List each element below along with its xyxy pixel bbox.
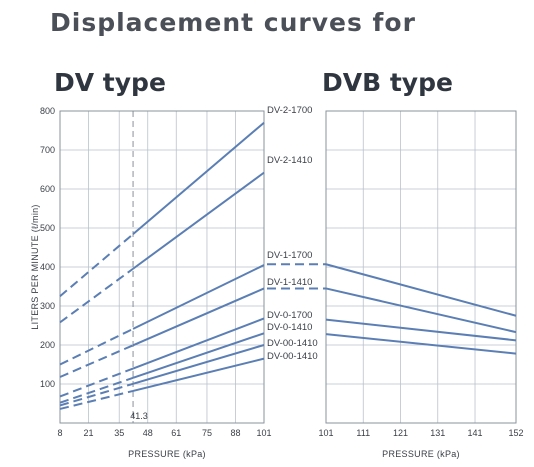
dvb-x-tick-label: 111 (356, 428, 370, 438)
series-label: DV-2-1700 (267, 105, 312, 116)
dv-y-tick-label: 600 (40, 184, 55, 194)
dv-series-solid (132, 287, 265, 347)
dv-y-tick-label: 300 (40, 301, 55, 311)
dv-y-tick-label: 100 (40, 379, 55, 389)
dvb-series-line (325, 287, 517, 334)
dv-x-tick-label: 35 (114, 428, 124, 438)
dv-x-axis-title: PRESSURE (kPa) (128, 449, 206, 459)
series-label: DV-2-1410 (267, 155, 312, 166)
dv-x-tick-label: 101 (256, 428, 271, 438)
dv-y-tick-label: 800 (40, 106, 55, 116)
series-label: DV-1-1410 (267, 277, 312, 288)
dv-y-axis-title: LITERS PER MINUTE (ℓ/min) (30, 204, 40, 329)
dv-series-solid (132, 121, 265, 235)
dv-series-solid (132, 264, 265, 330)
series-label: DV-1-1700 (267, 250, 312, 261)
dv-x-tick-label: 21 (84, 428, 94, 438)
dv-series-dashed (59, 344, 134, 378)
dv-y-tick-label: 400 (40, 262, 55, 272)
dv-series-solid (132, 332, 265, 379)
dv-series-dashed (59, 233, 134, 298)
dvb-x-axis-title: PRESSURE (kPa) (382, 449, 460, 459)
dv-x-tick-label: 61 (171, 428, 181, 438)
dv-series-dashed (59, 267, 134, 324)
dv-x-tick-label: 48 (143, 428, 153, 438)
dv-series-dashed (59, 367, 134, 398)
dvb-series-line (325, 263, 517, 317)
dv-series-dashed (59, 389, 134, 410)
dv-series-dashed (59, 382, 134, 407)
dvb-type-heading: DVB type (322, 68, 453, 97)
dv-series-solid (132, 344, 265, 385)
dv-type-heading: DV type (54, 68, 166, 97)
series-label: DV-00-1410 (267, 338, 318, 349)
dvb-x-tick-label: 121 (393, 428, 408, 438)
series-label: DV-00-1410 (267, 351, 318, 362)
dvb-x-tick-label: 152 (508, 428, 523, 438)
dv-y-tick-label: 700 (40, 145, 55, 155)
dvb-plot-frame (325, 110, 517, 424)
series-label: DV-0-1700 (267, 310, 312, 321)
dvb-series-line (325, 333, 517, 355)
series-label: DV-0-1410 (267, 322, 312, 333)
dv-x-tick-label: 8 (57, 428, 62, 438)
dv-series-solid (132, 171, 265, 270)
dvb-x-tick-label: 101 (318, 428, 333, 438)
dv-plot-frame (59, 110, 265, 424)
dv-y-tick-label: 500 (40, 223, 55, 233)
dv-series-dashed (59, 376, 134, 404)
page-title: Displacement curves for (50, 8, 416, 37)
dv-series-solid (132, 357, 265, 392)
dvb-series-line (325, 318, 517, 342)
dv-series-dashed (59, 327, 134, 366)
dv-annotation-label: 41.3 (130, 411, 148, 421)
dvb-x-tick-label: 131 (430, 428, 445, 438)
dvb-x-tick-label: 141 (468, 428, 483, 438)
dv-x-tick-label: 88 (230, 428, 240, 438)
dv-series-solid (132, 317, 265, 370)
dv-x-tick-label: 75 (202, 428, 212, 438)
dv-y-tick-label: 200 (40, 340, 55, 350)
